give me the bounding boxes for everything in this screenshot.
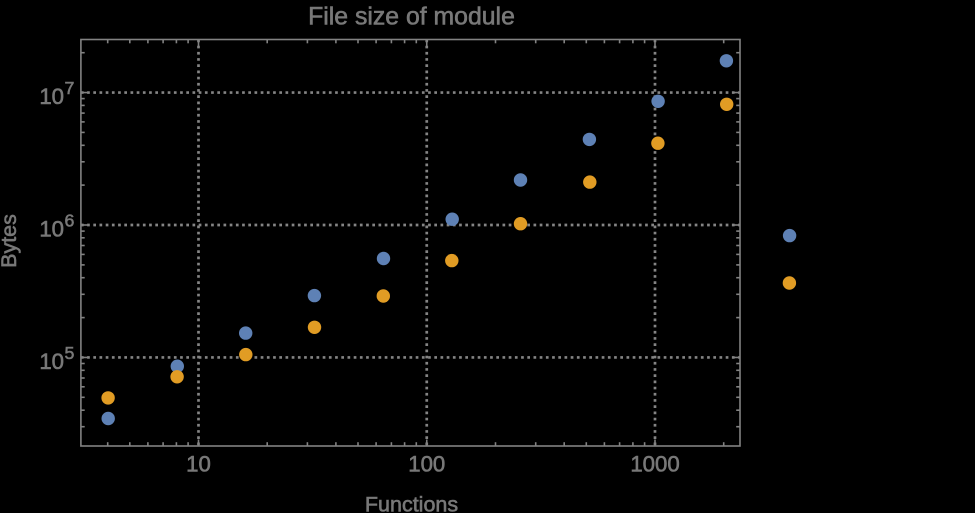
svg-text:100: 100 (408, 452, 445, 477)
svg-text:10: 10 (186, 452, 211, 477)
svg-text:7: 7 (65, 78, 75, 98)
svg-text:File size of module: File size of module (308, 4, 515, 31)
svg-text:10: 10 (39, 84, 64, 109)
svg-text:10: 10 (39, 349, 64, 374)
svg-text:10: 10 (39, 216, 64, 241)
svg-text:5: 5 (65, 343, 75, 363)
svg-text:Bytes: Bytes (0, 214, 21, 268)
svg-text:1000: 1000 (630, 452, 679, 477)
svg-text:Functions: Functions (365, 492, 458, 513)
svg-text:6: 6 (65, 211, 75, 231)
